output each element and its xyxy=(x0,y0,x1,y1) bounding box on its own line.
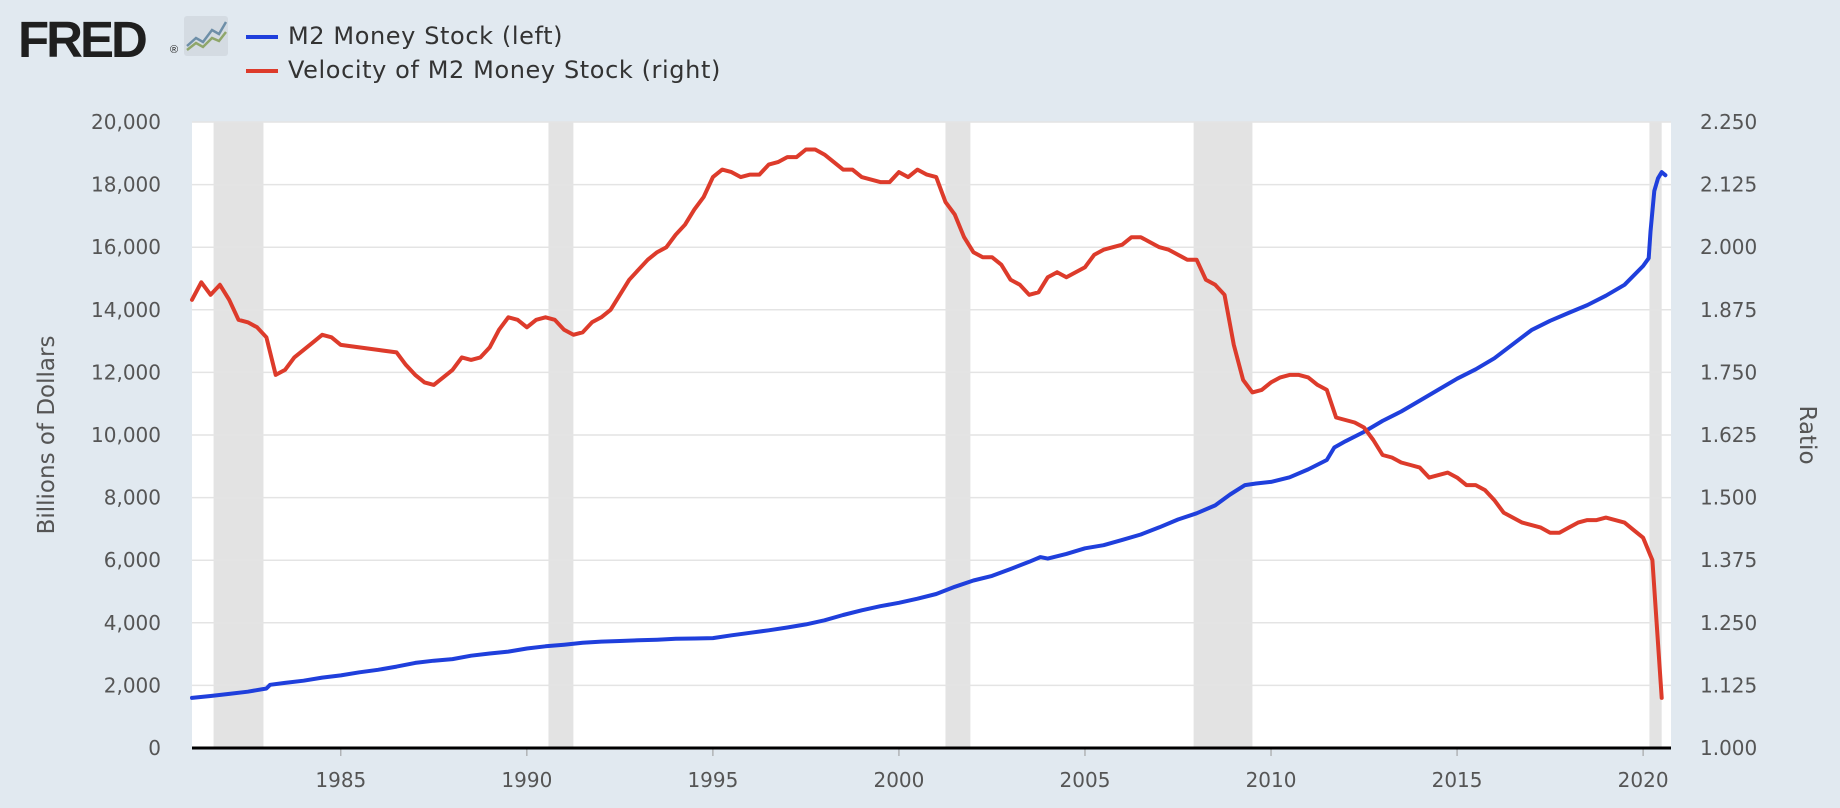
right-tick-label: 1.750 xyxy=(1700,360,1757,384)
legend-label-m2: M2 Money Stock (left) xyxy=(288,22,564,50)
right-axis-title: Ratio xyxy=(1794,405,1820,464)
series-lines xyxy=(190,147,1668,700)
x-tick-label: 1985 xyxy=(315,768,366,792)
chart-line-icon xyxy=(184,16,228,56)
left-tick-label: 6,000 xyxy=(104,548,161,572)
series-line-velocity xyxy=(190,147,1664,700)
x-tick-label: 1995 xyxy=(687,768,738,792)
x-tick-label: 2020 xyxy=(1618,768,1669,792)
right-tick-label: 1.000 xyxy=(1700,736,1757,760)
right-tick-label: 2.000 xyxy=(1700,235,1757,259)
left-tick-label: 8,000 xyxy=(104,486,161,510)
left-tick-label: 18,000 xyxy=(91,173,161,197)
header: FRED ® M2 Money Stock (left) Velocity of… xyxy=(0,0,1840,110)
x-tick-label: 2005 xyxy=(1060,768,1111,792)
left-tick-label: 2,000 xyxy=(104,673,161,697)
x-tick-label: 1990 xyxy=(501,768,552,792)
logo-registered-mark: ® xyxy=(170,44,179,56)
legend-swatch-m2 xyxy=(246,35,278,39)
left-tick-label: 10,000 xyxy=(91,423,161,447)
right-tick-label: 1.500 xyxy=(1700,486,1757,510)
right-tick-label: 1.125 xyxy=(1700,673,1757,697)
x-tick-label: 2000 xyxy=(873,768,924,792)
x-axis-ticks: 1985 1990 1995 2000 2005 2010 2015 2020 xyxy=(315,748,1669,792)
right-tick-label: 1.250 xyxy=(1700,611,1757,635)
legend-label-velocity: Velocity of M2 Money Stock (right) xyxy=(288,56,721,84)
series-line-m2 xyxy=(190,170,1668,700)
logo-text: FRED xyxy=(18,11,148,68)
x-tick-label: 2010 xyxy=(1246,768,1297,792)
right-axis-ticks: 1.000 1.125 1.250 1.375 1.500 1.625 1.750 1.875… xyxy=(1700,110,1757,760)
right-tick-label: 1.875 xyxy=(1700,298,1757,322)
right-tick-label: 1.375 xyxy=(1700,548,1757,572)
left-tick-label: 0 xyxy=(148,736,161,760)
right-tick-label: 2.250 xyxy=(1700,110,1757,134)
left-tick-label: 4,000 xyxy=(104,611,161,635)
left-tick-label: 20,000 xyxy=(91,110,161,134)
left-axis-ticks: 0 2,000 4,000 6,000 8,000 10,000 12,000 14,000 1… xyxy=(91,110,161,760)
left-tick-label: 16,000 xyxy=(91,235,161,259)
left-tick-label: 12,000 xyxy=(91,360,161,384)
left-tick-label: 14,000 xyxy=(91,298,161,322)
x-tick-label: 2015 xyxy=(1432,768,1483,792)
fred-logo[interactable]: FRED ® xyxy=(18,14,238,70)
legend-swatch-velocity xyxy=(246,69,278,73)
left-axis-title: Billions of Dollars xyxy=(34,336,60,535)
gridlines xyxy=(192,121,1671,687)
right-tick-label: 1.625 xyxy=(1700,423,1757,447)
right-tick-label: 2.125 xyxy=(1700,173,1757,197)
